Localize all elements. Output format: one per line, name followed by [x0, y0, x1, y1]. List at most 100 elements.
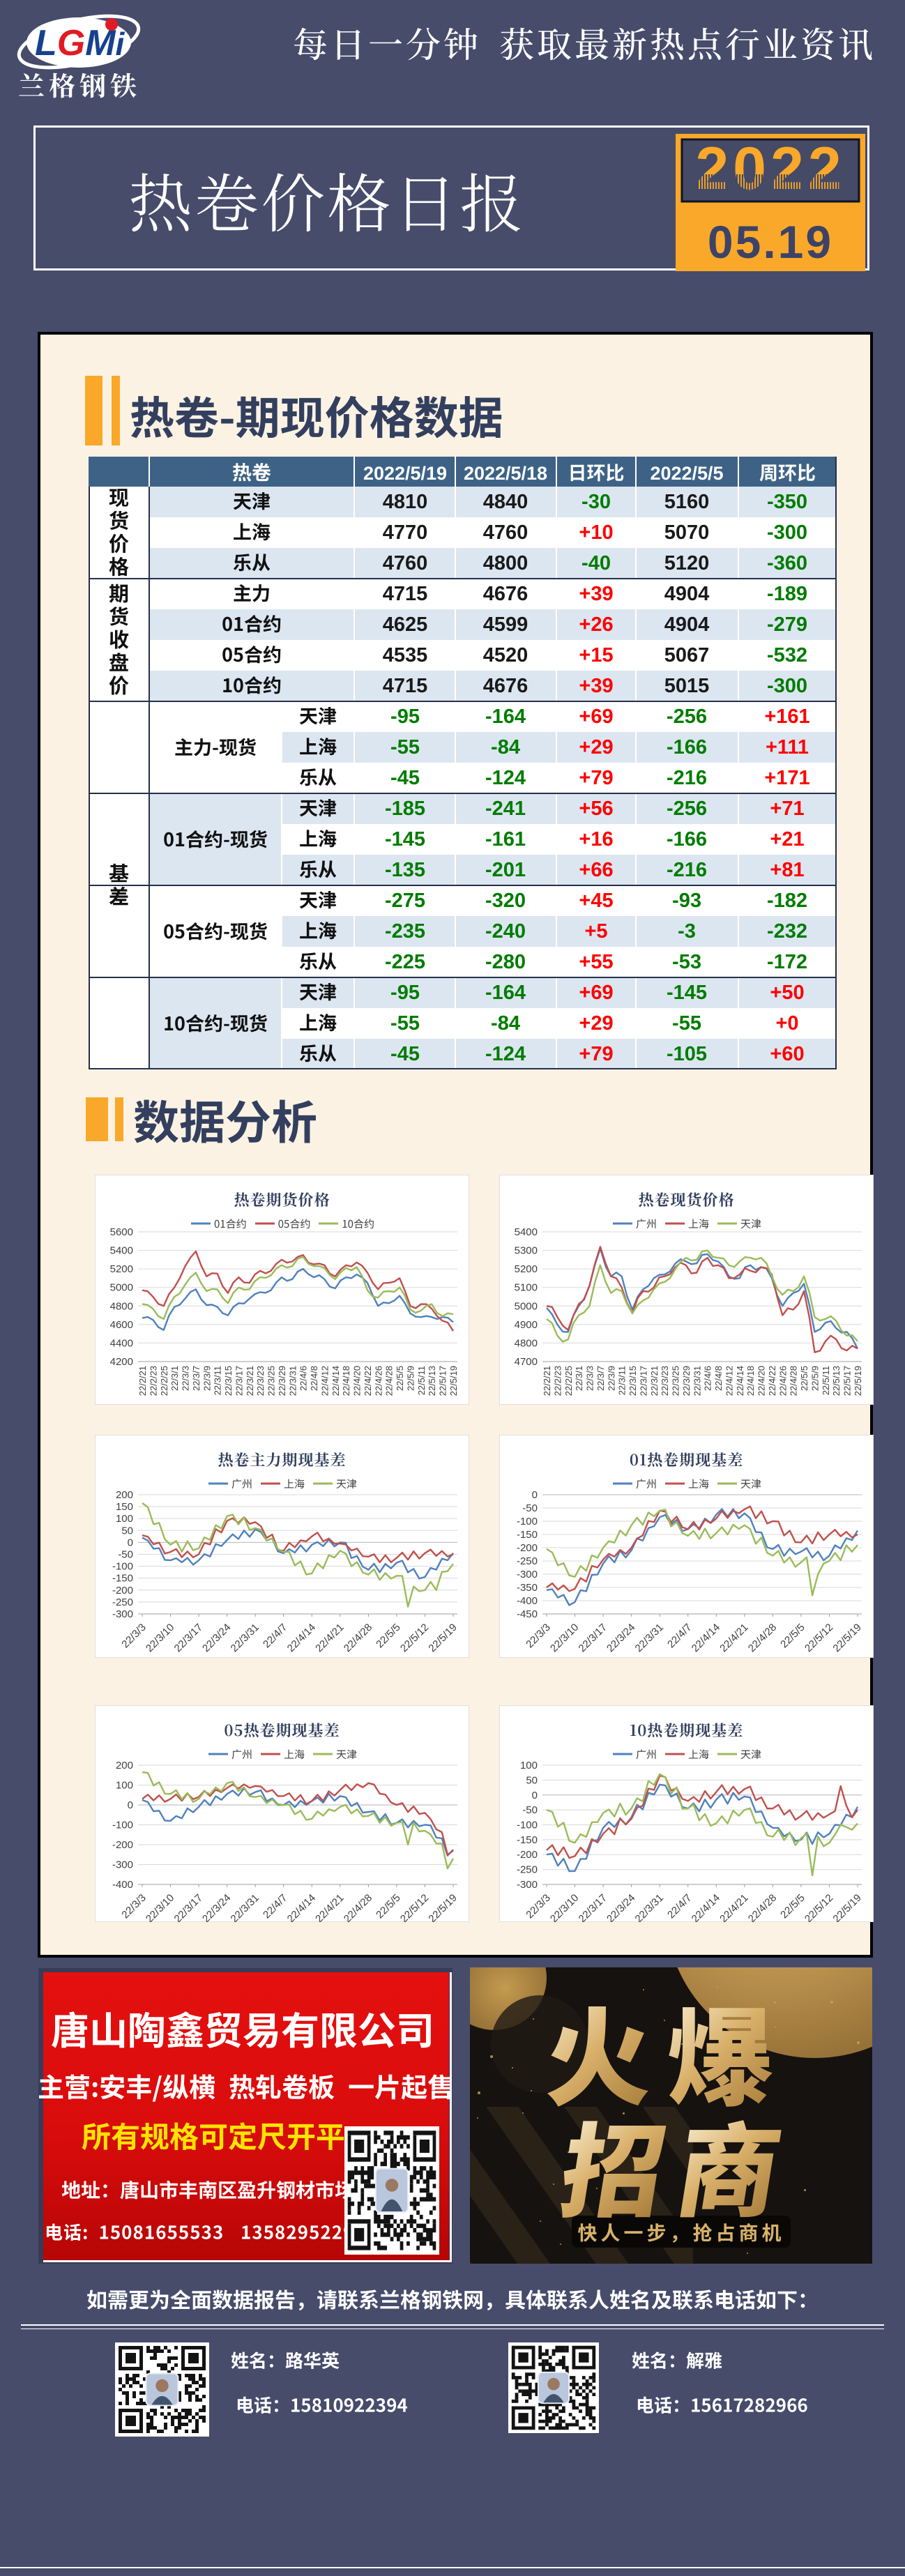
svg-text:22/3/23: 22/3/23: [255, 1366, 266, 1396]
svg-text:22/4/8: 22/4/8: [713, 1366, 724, 1391]
svg-text:22/4/22: 22/4/22: [767, 1366, 777, 1396]
svg-text:-100: -100: [112, 1561, 133, 1573]
svg-text:-50: -50: [118, 1549, 133, 1561]
svg-text:22/5/11: 22/5/11: [416, 1366, 427, 1395]
svg-text:-200: -200: [112, 1839, 133, 1851]
svg-text:+69: +69: [579, 706, 613, 728]
svg-text:-53: -53: [672, 951, 701, 973]
svg-text:4810: 4810: [383, 491, 428, 513]
svg-text:4715: 4715: [383, 675, 428, 697]
svg-text:-241: -241: [485, 798, 526, 820]
svg-text:-164: -164: [485, 982, 526, 1004]
svg-text:-30: -30: [581, 491, 611, 513]
svg-text:+15: +15: [579, 644, 613, 666]
svg-text:-105: -105: [667, 1043, 707, 1065]
svg-text:-400: -400: [112, 1879, 133, 1891]
svg-text:200: 200: [116, 1489, 133, 1501]
svg-text:5160: 5160: [664, 491, 710, 513]
svg-text:+161: +161: [764, 706, 809, 728]
svg-text:4676: 4676: [483, 675, 528, 697]
svg-text:22/3/17: 22/3/17: [234, 1366, 244, 1396]
svg-text:-320: -320: [485, 890, 526, 912]
svg-text:-161: -161: [485, 828, 526, 851]
svg-text:22/3/25: 22/3/25: [266, 1366, 277, 1396]
svg-text:-275: -275: [385, 890, 425, 912]
svg-text:-135: -135: [385, 859, 425, 881]
svg-text:+29: +29: [579, 1012, 613, 1035]
svg-text:22/4/28: 22/4/28: [789, 1366, 799, 1396]
svg-text:4200: 4200: [110, 1356, 133, 1368]
svg-text:100: 100: [520, 1760, 538, 1771]
svg-text:-300: -300: [767, 675, 807, 697]
svg-text:22/3/11: 22/3/11: [617, 1366, 628, 1395]
svg-text:-400: -400: [517, 1595, 538, 1607]
svg-text:-350: -350: [767, 491, 807, 513]
svg-text:22/5/19: 22/5/19: [448, 1366, 459, 1396]
svg-text:4900: 4900: [515, 1319, 538, 1331]
svg-text:-250: -250: [517, 1864, 538, 1876]
svg-text:22/4/12: 22/4/12: [319, 1366, 330, 1396]
svg-text:22/3/31: 22/3/31: [692, 1366, 702, 1396]
svg-text:-50: -50: [522, 1804, 538, 1816]
svg-text:-93: -93: [672, 890, 701, 912]
svg-text:22/2/21: 22/2/21: [542, 1366, 552, 1396]
svg-text:-200: -200: [517, 1542, 538, 1554]
svg-text:22/5/9: 22/5/9: [810, 1366, 821, 1391]
svg-text:5000: 5000: [110, 1282, 133, 1294]
svg-text:2022/5/19: 2022/5/19: [363, 463, 447, 484]
svg-text:22/4/22: 22/4/22: [363, 1366, 373, 1396]
svg-text:2022/5/18: 2022/5/18: [464, 463, 547, 484]
svg-text:4770: 4770: [383, 521, 428, 544]
svg-text:-532: -532: [767, 644, 807, 666]
svg-text:22/5/5: 22/5/5: [395, 1366, 405, 1391]
svg-text:+60: +60: [770, 1043, 804, 1065]
svg-text:5000: 5000: [515, 1300, 538, 1312]
svg-text:-166: -166: [667, 828, 707, 851]
svg-text:22/4/14: 22/4/14: [735, 1366, 745, 1396]
svg-text:22/3/3: 22/3/3: [181, 1366, 191, 1391]
svg-text:4715: 4715: [383, 583, 428, 605]
svg-text:22/4/26: 22/4/26: [373, 1366, 383, 1396]
svg-text:-300: -300: [767, 521, 807, 544]
svg-text:-182: -182: [767, 890, 807, 912]
svg-text:+69: +69: [579, 982, 613, 1004]
svg-text:-172: -172: [767, 951, 807, 973]
svg-text:-225: -225: [385, 951, 425, 973]
svg-text:22/3/29: 22/3/29: [277, 1366, 287, 1396]
svg-text:+39: +39: [579, 675, 613, 697]
svg-text:+21: +21: [770, 828, 804, 851]
svg-text:+45: +45: [579, 890, 613, 912]
svg-text:22/3/21: 22/3/21: [649, 1366, 660, 1396]
svg-text:4800: 4800: [515, 1337, 538, 1349]
svg-text:-100: -100: [517, 1820, 538, 1831]
svg-text:4904: 4904: [664, 613, 710, 636]
svg-text:+171: +171: [764, 767, 809, 789]
svg-text:22/3/31: 22/3/31: [287, 1366, 298, 1396]
svg-text:22/5/13: 22/5/13: [831, 1366, 842, 1396]
svg-text:+71: +71: [770, 798, 804, 820]
svg-text:-40: -40: [581, 552, 611, 574]
svg-text:-55: -55: [672, 1012, 701, 1035]
svg-text:2022/5/5: 2022/5/5: [650, 463, 723, 484]
svg-text:4760: 4760: [383, 552, 428, 574]
svg-text:22/3/1: 22/3/1: [169, 1366, 180, 1391]
svg-text:+50: +50: [770, 982, 804, 1004]
svg-text:-250: -250: [517, 1555, 538, 1567]
svg-text:-95: -95: [390, 982, 420, 1004]
svg-text:22/3/21: 22/3/21: [245, 1366, 255, 1396]
svg-text:22/4/6: 22/4/6: [703, 1366, 713, 1391]
svg-text:-84: -84: [491, 1012, 520, 1035]
svg-text:-300: -300: [112, 1608, 133, 1620]
svg-text:-100: -100: [517, 1516, 538, 1527]
svg-text:22/4/14: 22/4/14: [330, 1366, 341, 1396]
svg-text:22/4/26: 22/4/26: [777, 1366, 788, 1396]
svg-text:100: 100: [116, 1780, 133, 1792]
svg-text:22/3/1: 22/3/1: [574, 1366, 584, 1391]
svg-text:+10: +10: [579, 521, 613, 544]
svg-text:5300: 5300: [515, 1245, 538, 1257]
svg-text:-216: -216: [667, 859, 707, 881]
svg-text:22/5/11: 22/5/11: [821, 1366, 831, 1395]
svg-text:0: 0: [532, 1790, 538, 1801]
svg-text:150: 150: [116, 1501, 133, 1513]
svg-text:4599: 4599: [483, 613, 528, 636]
